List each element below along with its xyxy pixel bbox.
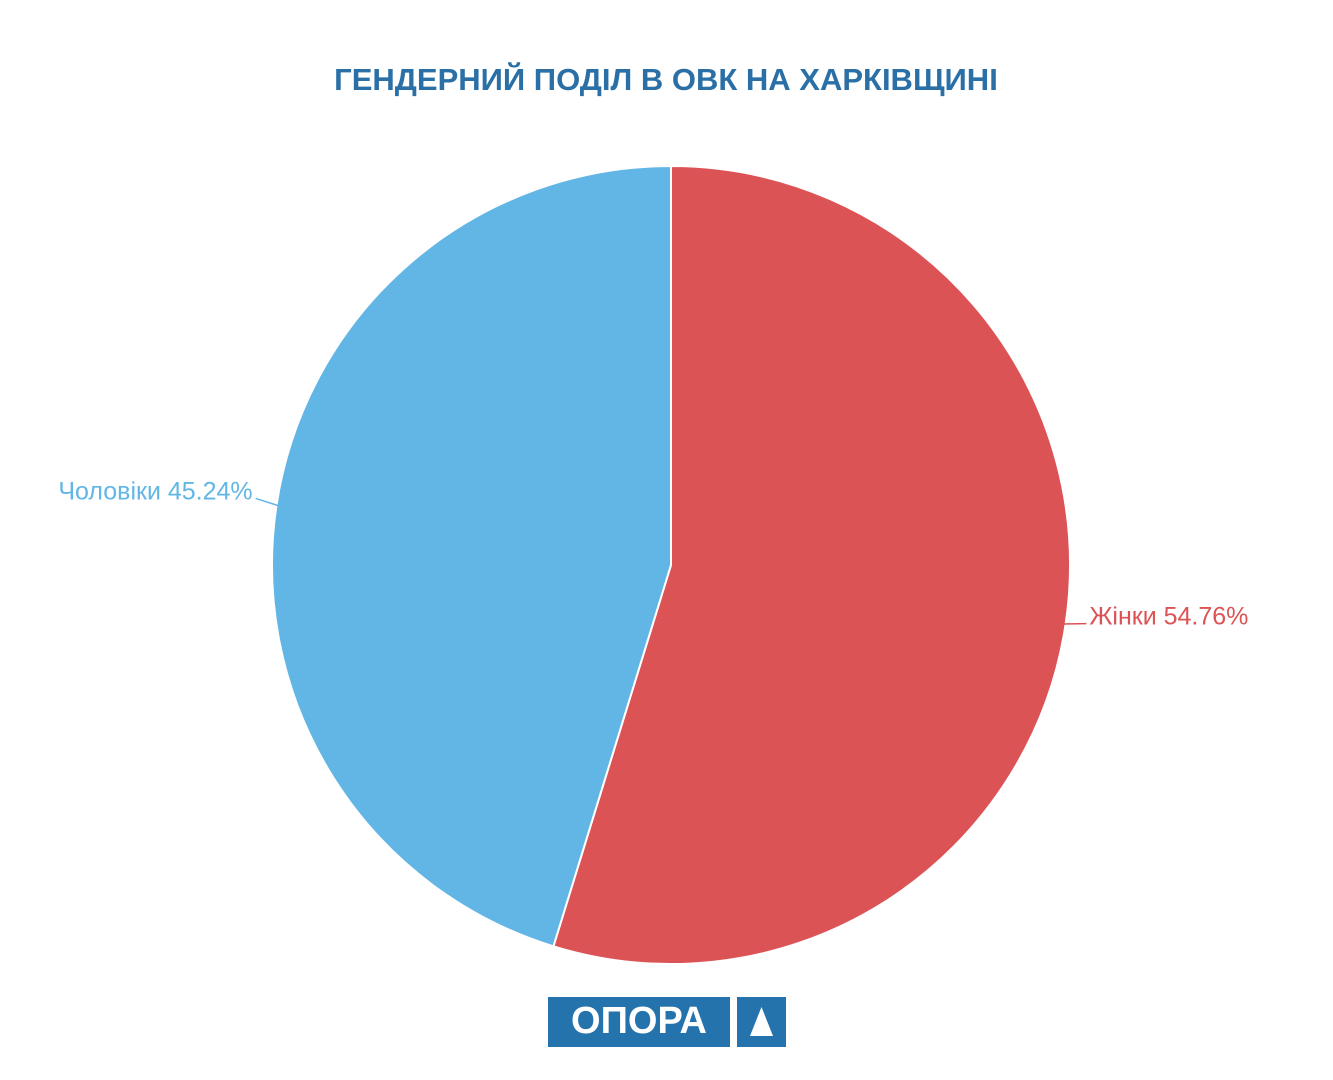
value-label: 45.24%	[168, 477, 253, 505]
label-connector	[255, 497, 280, 507]
category-label: Жінки	[1089, 602, 1156, 630]
data-label: Чоловіки 45.24%	[58, 477, 252, 505]
value-label: 54.76%	[1164, 602, 1249, 630]
logo-icon	[750, 1007, 773, 1036]
logo-text: ОПОРА	[571, 1000, 707, 1042]
data-label: Жінки 54.76%	[1089, 602, 1248, 630]
chart-title: ГЕНДЕРНИЙ ПОДІЛ В ОВК НА ХАРКІВЩИНІ	[334, 61, 998, 97]
logo: ОПОРА	[548, 997, 786, 1047]
logo-box	[548, 997, 730, 1047]
category-label: Чоловіки	[58, 477, 161, 505]
